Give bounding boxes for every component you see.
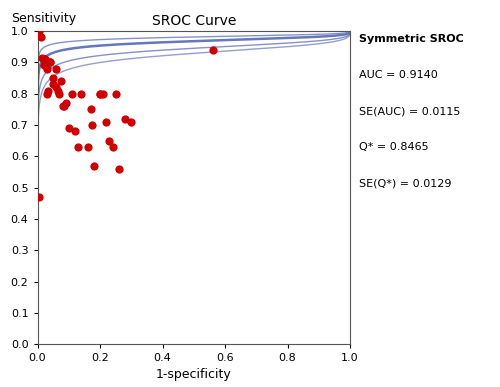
Point	[42, 56, 50, 62]
Text: Q* = 0.8465: Q* = 0.8465	[360, 142, 429, 152]
Point	[96, 91, 104, 97]
Point	[62, 100, 70, 106]
Point	[112, 91, 120, 97]
Point	[52, 65, 60, 72]
Title: SROC Curve: SROC Curve	[152, 14, 236, 28]
Point	[77, 91, 85, 97]
Point	[127, 119, 135, 125]
Point	[54, 87, 62, 94]
Text: SE(AUC) = 0.0115: SE(AUC) = 0.0115	[360, 106, 461, 116]
Point	[46, 59, 54, 65]
Point	[65, 125, 73, 131]
Point	[88, 122, 96, 128]
Point	[208, 47, 216, 53]
Point	[56, 91, 64, 97]
Point	[35, 194, 43, 200]
Point	[99, 91, 107, 97]
Point	[36, 34, 44, 40]
Point	[40, 56, 48, 62]
Point	[40, 62, 48, 68]
Point	[38, 55, 46, 61]
Point	[106, 137, 114, 144]
Point	[74, 144, 82, 150]
Point	[90, 163, 98, 169]
Point	[115, 166, 123, 172]
Point	[68, 91, 76, 97]
Text: SE(Q*) = 0.0129: SE(Q*) = 0.0129	[360, 178, 452, 188]
Point	[49, 81, 57, 87]
Point	[44, 87, 52, 94]
Point	[43, 91, 51, 97]
Point	[57, 78, 65, 84]
Point	[108, 144, 116, 150]
Point	[46, 59, 54, 65]
Point	[35, 28, 43, 34]
Point	[52, 84, 60, 91]
Point	[58, 103, 66, 109]
Point	[102, 119, 110, 125]
X-axis label: 1-specificity: 1-specificity	[156, 368, 232, 381]
Text: Sensitivity: Sensitivity	[11, 12, 76, 25]
Point	[43, 65, 51, 72]
Point	[60, 103, 68, 109]
Point	[84, 144, 92, 150]
Text: AUC = 0.9140: AUC = 0.9140	[360, 70, 438, 80]
Point	[86, 106, 94, 112]
Point	[96, 91, 104, 97]
Text: Symmetric SROC: Symmetric SROC	[360, 34, 464, 44]
Point	[121, 116, 129, 122]
Point	[71, 128, 79, 134]
Point	[49, 75, 57, 81]
